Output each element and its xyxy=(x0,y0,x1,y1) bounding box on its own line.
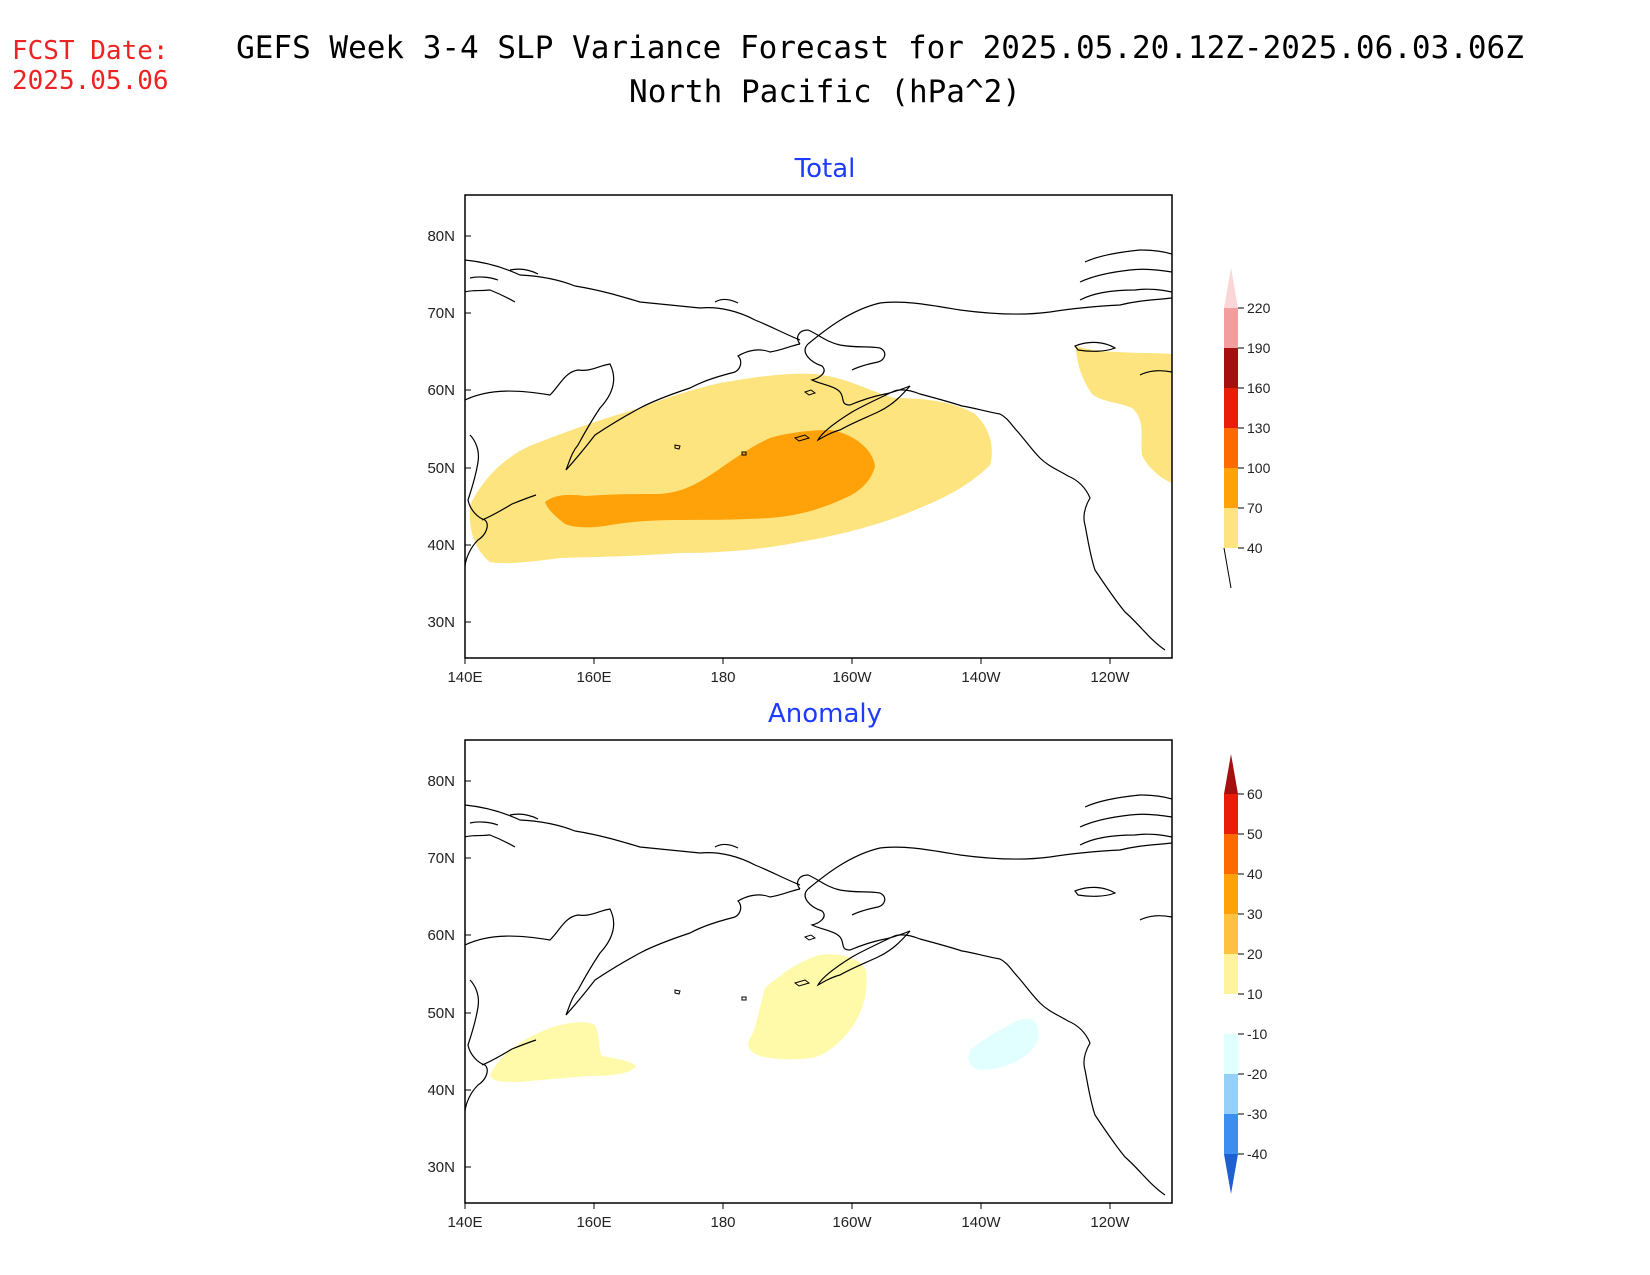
colorbar-label: 10 xyxy=(1247,986,1263,1002)
colorbar-label: 50 xyxy=(1247,826,1263,842)
panel-title-total: Total xyxy=(794,154,856,184)
lat-label: 30N xyxy=(427,614,455,631)
lat-ticks-anomaly xyxy=(464,780,1111,1209)
colorbar-label: 100 xyxy=(1247,460,1271,476)
anomaly-contour-neg10 xyxy=(968,1018,1039,1070)
lat-label: 30N xyxy=(427,1159,455,1176)
colorbar-top-triangle xyxy=(1224,754,1238,794)
colorbar-bottom-tail xyxy=(1223,547,1232,589)
colorbar-label: -40 xyxy=(1247,1146,1267,1162)
lon-label: 160E xyxy=(576,1214,611,1231)
colorbar-label: 20 xyxy=(1247,946,1263,962)
lat-label: 70N xyxy=(427,305,455,322)
colorbar-cell xyxy=(1224,1114,1238,1154)
lat-label: 60N xyxy=(427,927,455,944)
lon-label: 160W xyxy=(832,1214,872,1231)
lon-label: 140E xyxy=(447,669,482,686)
lon-label: 140W xyxy=(961,669,1001,686)
lat-label: 40N xyxy=(427,1082,455,1099)
frame-total xyxy=(464,194,1173,659)
lat-label: 80N xyxy=(427,773,455,790)
colorbar-bottom-triangle xyxy=(1224,1154,1238,1194)
lon-label: 180 xyxy=(710,1214,735,1231)
colorbar-anomaly: 60 50 40 30 20 10 -10 -20 -30 -40 xyxy=(1224,754,1267,1194)
colorbar-label: 70 xyxy=(1247,500,1263,516)
colorbar-cell xyxy=(1224,348,1238,388)
fcst-date-label: FCST Date: xyxy=(12,36,169,66)
map-anomaly: 80N 70N 60N 50N 40N 30N 140E 160E 180 16… xyxy=(427,739,1173,1231)
colorbar-cell xyxy=(1224,994,1238,1034)
fcst-date: FCST Date: 2025.05.06 xyxy=(12,36,169,96)
colorbar-cell xyxy=(1224,1074,1238,1114)
lat-label: 50N xyxy=(427,1005,455,1022)
colorbar-label: 220 xyxy=(1247,300,1271,316)
colorbar-label: 60 xyxy=(1247,786,1263,802)
total-contour-40-east xyxy=(1076,346,1172,483)
main-title: GEFS Week 3-4 SLP Variance Forecast for … xyxy=(236,30,1524,66)
lat-ticks-total xyxy=(464,235,1111,664)
colorbar-label: -20 xyxy=(1247,1066,1267,1082)
colorbar-label: 190 xyxy=(1247,340,1271,356)
colorbar-cell xyxy=(1224,428,1238,468)
colorbar-cell xyxy=(1224,914,1238,954)
lat-label: 80N xyxy=(427,228,455,245)
anomaly-contour-10-west xyxy=(490,1022,636,1082)
colorbar-total: 40 70 100 130 160 190 220 xyxy=(1223,268,1271,589)
lat-label: 40N xyxy=(427,537,455,554)
colorbar-cell xyxy=(1224,834,1238,874)
colorbar-cell xyxy=(1224,954,1238,994)
colorbar-cell xyxy=(1224,308,1238,348)
lat-label: 60N xyxy=(427,382,455,399)
colorbar-cell xyxy=(1224,468,1238,508)
lon-label: 160E xyxy=(576,669,611,686)
anomaly-contour-10-central xyxy=(748,954,867,1060)
lon-label: 180 xyxy=(710,669,735,686)
lon-label: 140W xyxy=(961,1214,1001,1231)
panel-title-anomaly: Anomaly xyxy=(767,699,883,729)
lon-label: 120W xyxy=(1090,1214,1130,1231)
lon-label: 140E xyxy=(447,1214,482,1231)
lon-label: 120W xyxy=(1090,669,1130,686)
colorbar-label: -30 xyxy=(1247,1106,1267,1122)
colorbar-label: -10 xyxy=(1247,1026,1267,1042)
colorbar-cell xyxy=(1224,388,1238,428)
colorbar-label: 40 xyxy=(1247,866,1263,882)
colorbar-cell xyxy=(1224,874,1238,914)
colorbar-label: 40 xyxy=(1247,540,1263,556)
colorbar-cell xyxy=(1224,1034,1238,1074)
main-subtitle: North Pacific (hPa^2) xyxy=(629,74,1021,110)
colorbar-cell xyxy=(1224,794,1238,834)
lat-label: 50N xyxy=(427,460,455,477)
fcst-date-value: 2025.05.06 xyxy=(12,66,169,96)
map-total: 80N 70N 60N 50N 40N 30N 140E 160E 180 16… xyxy=(427,194,1173,686)
total-contour-70 xyxy=(545,430,875,528)
colorbar-cell xyxy=(1224,508,1238,548)
colorbar-label: 30 xyxy=(1247,906,1263,922)
frame-anomaly xyxy=(464,739,1173,1204)
lat-label: 70N xyxy=(427,850,455,867)
colorbar-label: 160 xyxy=(1247,380,1271,396)
colorbar-top-triangle xyxy=(1224,268,1238,308)
lon-label: 160W xyxy=(832,669,872,686)
colorbar-label: 130 xyxy=(1247,420,1271,436)
